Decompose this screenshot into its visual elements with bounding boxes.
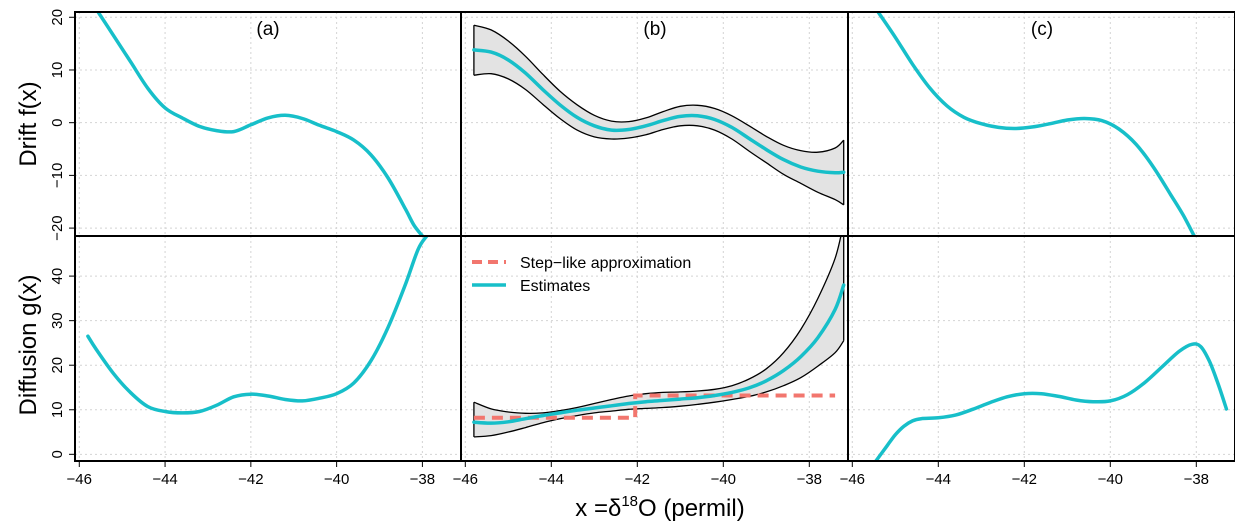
- panel-1-0: [86, 236, 429, 415]
- upper-bound-line: [473, 236, 842, 415]
- x-tick-label: −46: [453, 471, 478, 488]
- step-approximation-line: [473, 393, 836, 420]
- y-tick-label: −20: [49, 215, 66, 240]
- panel-1-2: [874, 342, 1229, 461]
- y-tick-label: 30: [49, 312, 66, 329]
- chart-marks: [86, 12, 1229, 461]
- estimate-line: [874, 342, 1229, 461]
- grid-lines: [75, 12, 1235, 461]
- panel-0-2: [876, 12, 1196, 236]
- estimate-line: [96, 12, 425, 236]
- y-tick-label: 20: [49, 9, 66, 26]
- y-tick-label: 20: [49, 357, 66, 374]
- y-tick-label: −10: [49, 163, 66, 188]
- x-axis-title-sup: 18: [621, 493, 638, 510]
- y-tick-label: 10: [49, 62, 66, 79]
- x-axis-title-delta: δ: [608, 495, 621, 522]
- x-tick-label: −38: [1184, 471, 1209, 488]
- panel-label-a: (a): [256, 19, 279, 40]
- confidence-band: [473, 25, 844, 205]
- x-tick-label: −38: [797, 471, 822, 488]
- panel-0-1: [472, 24, 846, 206]
- estimate-line: [876, 12, 1196, 236]
- x-tick-label: −44: [926, 471, 951, 488]
- y-tick-label: 0: [49, 119, 66, 127]
- x-axis-title-suffix: O (permil): [638, 495, 745, 522]
- legend-estimate-label: Estimates: [520, 278, 590, 295]
- lower-bound-line: [473, 340, 845, 438]
- y-tick-label: 0: [49, 450, 66, 458]
- legend: Step−like approximation Estimates: [472, 255, 691, 295]
- x-tick-label: −42: [238, 471, 263, 488]
- y-axis-title-drift: Drift f(x): [15, 81, 42, 166]
- x-tick-label: −46: [840, 471, 865, 488]
- panel-frames: [74, 11, 1235, 462]
- panel-label-b: (b): [643, 19, 666, 40]
- x-tick-label: −38: [410, 471, 435, 488]
- axes: −20 −10 0 10 20 0 10 20 30 40 −46 −44 −42 −40 −38 −46 −4…: [49, 9, 1209, 488]
- y-tick-label: 40: [49, 268, 66, 285]
- x-axis-title: x =δ18O (permil): [575, 493, 744, 522]
- x-tick-label: −42: [1012, 471, 1037, 488]
- x-tick-label: −40: [711, 471, 736, 488]
- x-tick-label: −44: [539, 471, 564, 488]
- legend-step-label: Step−like approximation: [520, 255, 691, 272]
- y-axis-title-diffusion: Diffusion g(x): [15, 275, 42, 416]
- x-tick-label: −40: [1098, 471, 1123, 488]
- lower-bound-line: [473, 72, 845, 206]
- x-tick-label: −42: [625, 471, 650, 488]
- upper-bound-line: [473, 24, 845, 153]
- x-tick-label: −46: [67, 471, 92, 488]
- panel-0-0: [96, 12, 425, 236]
- x-tick-label: −44: [152, 471, 177, 488]
- x-axis-title-prefix: x =: [575, 495, 608, 522]
- panel-label-c: (c): [1031, 19, 1053, 40]
- panel-1-1: [472, 236, 846, 438]
- x-tick-label: −40: [324, 471, 349, 488]
- estimate-line: [86, 236, 429, 415]
- estimate-line: [472, 283, 846, 425]
- estimate-line: [472, 48, 846, 175]
- y-tick-label: 10: [49, 401, 66, 418]
